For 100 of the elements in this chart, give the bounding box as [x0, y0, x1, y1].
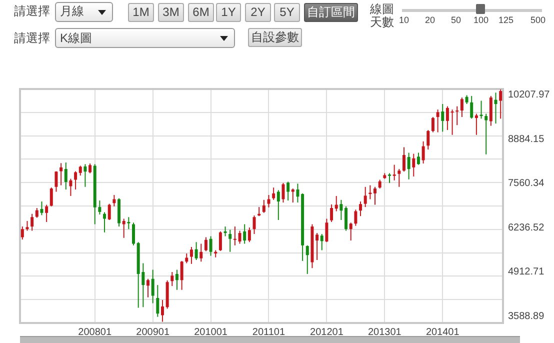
candlestick [480, 100, 483, 120]
candlestick [412, 153, 416, 177]
candlestick [228, 229, 232, 252]
candlestick [286, 181, 290, 202]
candlestick [26, 220, 29, 232]
candlestick [194, 242, 198, 260]
candlestick [330, 204, 334, 222]
candlestick [218, 230, 222, 252]
x-tick-label: 201101 [252, 326, 286, 338]
candlestick [64, 162, 68, 190]
button: 1M [128, 3, 154, 22]
candlestick [74, 170, 78, 190]
candlestick [151, 269, 154, 304]
candlestick [441, 104, 444, 132]
candlestick [69, 178, 72, 196]
candlestick [180, 260, 184, 290]
button: 6M [188, 3, 214, 22]
candlestick [276, 190, 280, 221]
y-tick-label: 10207.97 [508, 90, 550, 101]
candlestick [84, 164, 87, 188]
candlestick [306, 244, 309, 274]
candlestick [470, 95, 474, 120]
candlestick [499, 88, 502, 120]
text: 線圖 [370, 2, 394, 16]
text: 500 [530, 15, 546, 25]
candlestick [54, 170, 58, 192]
y-tick-label: 8884.15 [508, 134, 545, 145]
candlestick [88, 162, 92, 174]
y-tick-label: 7560.34 [508, 178, 545, 190]
candlestick [122, 218, 126, 238]
candlestick [296, 183, 300, 203]
text: 20 [424, 15, 436, 25]
candlestick [200, 243, 203, 262]
candlestick [156, 284, 160, 318]
candlestick [175, 269, 178, 290]
candlestick [127, 216, 130, 230]
x-tick-label: 200901 [136, 326, 170, 338]
candlestick [344, 206, 348, 232]
candlestick [190, 246, 193, 264]
candlestick [185, 253, 188, 264]
candlestick [238, 230, 242, 244]
candlestick [489, 95, 492, 126]
candlestick [291, 188, 294, 203]
candlestick [426, 130, 430, 150]
candlestick [364, 186, 367, 208]
text: 請選擇 [14, 31, 50, 45]
candlestick [233, 226, 236, 246]
button: 3M [158, 3, 184, 22]
candlestick [436, 109, 440, 133]
candlestick [272, 187, 276, 200]
candlestick [354, 209, 358, 226]
candlestick [224, 226, 227, 237]
candlestick [349, 222, 352, 241]
text: 100 [473, 15, 489, 25]
candlestick [456, 106, 459, 126]
candlestick [334, 195, 338, 212]
x-tick-label: 201001 [194, 326, 228, 338]
text: 10 [398, 15, 410, 25]
candlestick [402, 146, 406, 172]
text: 50 [450, 15, 462, 25]
candlestick [494, 92, 498, 124]
candlestick [40, 201, 44, 216]
button: 自訂區間 [304, 3, 358, 22]
text: 月線 [60, 4, 84, 18]
text: 請選擇 [14, 4, 50, 18]
candlestick [460, 97, 464, 118]
candlestick [60, 162, 63, 186]
candlestick [474, 113, 478, 136]
candlestick [132, 222, 136, 246]
candlestick [248, 226, 251, 243]
candlestick [267, 194, 270, 208]
candlestick [30, 213, 34, 232]
candlestick [209, 236, 212, 256]
button: 5Y [274, 3, 300, 22]
candlestick [243, 224, 246, 244]
y-tick-label: 4912.71 [508, 266, 545, 278]
x-tick-label: 201301 [368, 326, 402, 338]
x-tick-label: 200801 [78, 326, 112, 338]
button: 2Y [245, 3, 271, 22]
candlestick [103, 212, 106, 233]
candlestick [252, 214, 256, 234]
candlestick [160, 299, 164, 322]
candlestick [258, 206, 261, 217]
candlestick [108, 203, 111, 221]
candlestick [146, 278, 150, 298]
text: K線圖 [60, 31, 92, 45]
candlestick [320, 233, 324, 251]
candlestick [407, 152, 410, 180]
candlestick [446, 106, 449, 131]
candlestick [431, 116, 434, 133]
button: 1Y [216, 3, 241, 22]
candlestick [50, 187, 53, 207]
candlestick [388, 172, 391, 184]
candlestick [422, 140, 425, 164]
candlestick [204, 236, 208, 252]
text: 125 [498, 15, 514, 25]
candlestick [20, 226, 24, 240]
button: 自設參數 [248, 28, 302, 47]
y-tick-label: 6236.52 [508, 222, 545, 234]
candlestick [78, 165, 82, 176]
